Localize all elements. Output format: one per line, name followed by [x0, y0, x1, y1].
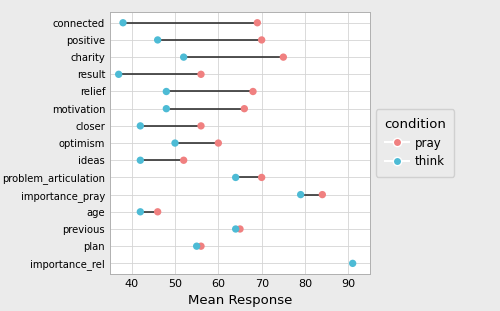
- Point: [114, 72, 122, 77]
- Point: [119, 20, 127, 25]
- Point: [136, 158, 144, 163]
- Point: [236, 226, 244, 231]
- Point: [192, 244, 200, 249]
- X-axis label: Mean Response: Mean Response: [188, 294, 292, 307]
- Point: [318, 192, 326, 197]
- Point: [162, 89, 170, 94]
- Legend: pray, think: pray, think: [376, 109, 454, 177]
- Point: [180, 55, 188, 60]
- Point: [214, 141, 222, 146]
- Point: [348, 261, 356, 266]
- Point: [154, 209, 162, 214]
- Point: [232, 175, 239, 180]
- Point: [154, 37, 162, 42]
- Point: [296, 192, 304, 197]
- Point: [136, 123, 144, 128]
- Point: [254, 20, 262, 25]
- Point: [258, 37, 266, 42]
- Point: [249, 89, 257, 94]
- Point: [197, 244, 205, 249]
- Point: [280, 55, 287, 60]
- Point: [180, 158, 188, 163]
- Point: [232, 226, 239, 231]
- Point: [171, 141, 179, 146]
- Point: [240, 106, 248, 111]
- Point: [162, 106, 170, 111]
- Point: [197, 72, 205, 77]
- Point: [258, 175, 266, 180]
- Point: [197, 123, 205, 128]
- Point: [136, 209, 144, 214]
